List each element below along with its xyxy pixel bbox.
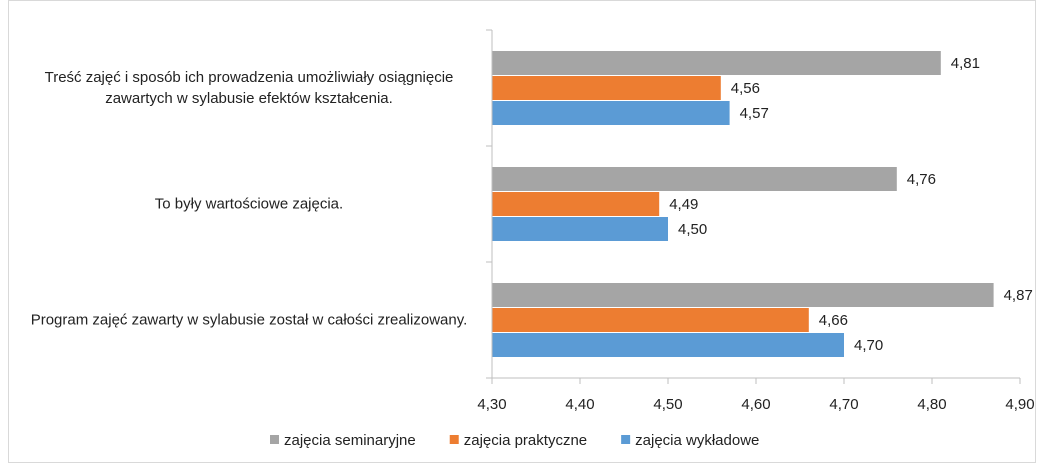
value-label: 4,76: [907, 171, 936, 188]
bar: [492, 333, 844, 357]
value-label: 4,50: [678, 221, 707, 238]
bar: [492, 283, 994, 307]
value-label: 4,57: [740, 105, 769, 122]
x-tick-label: 4,60: [741, 396, 770, 413]
value-label: 4,66: [819, 312, 848, 329]
value-label: 4,70: [854, 337, 883, 354]
bar: [492, 76, 721, 100]
bar: [492, 308, 809, 332]
bar: [492, 192, 660, 216]
value-label: 4,87: [1004, 287, 1033, 304]
value-label: 4,56: [731, 80, 760, 97]
x-tick-label: 4,80: [917, 396, 946, 413]
value-label: 4,81: [951, 55, 980, 72]
legend-swatch: [621, 435, 631, 444]
value-label: 4,49: [669, 196, 698, 213]
x-tick-label: 4,90: [1005, 396, 1034, 413]
legend-label: zajęcia wykładowe: [635, 432, 759, 449]
category-label: Program zajęć zawarty w sylabusie został…: [30, 311, 468, 329]
bar: [492, 217, 668, 241]
legend-label: zajęcia seminaryjne: [284, 432, 416, 449]
legend-swatch: [270, 435, 279, 444]
x-tick-label: 4,40: [565, 396, 594, 413]
category-label: Treść zajęć i sposób ich prowadzenia umo…: [44, 69, 454, 107]
legend-label: zajęcia praktyczne: [464, 432, 587, 449]
chart-border: [8, 0, 1036, 463]
category-label: To były wartościowe zajęcia.: [154, 195, 344, 213]
x-tick-label: 4,70: [829, 396, 858, 413]
x-tick-label: 4,50: [653, 396, 682, 413]
legend-swatch: [449, 435, 459, 444]
bar: [492, 51, 941, 75]
x-tick-label: 4,30: [477, 396, 506, 413]
bar: [492, 101, 730, 125]
bar: [492, 167, 897, 191]
